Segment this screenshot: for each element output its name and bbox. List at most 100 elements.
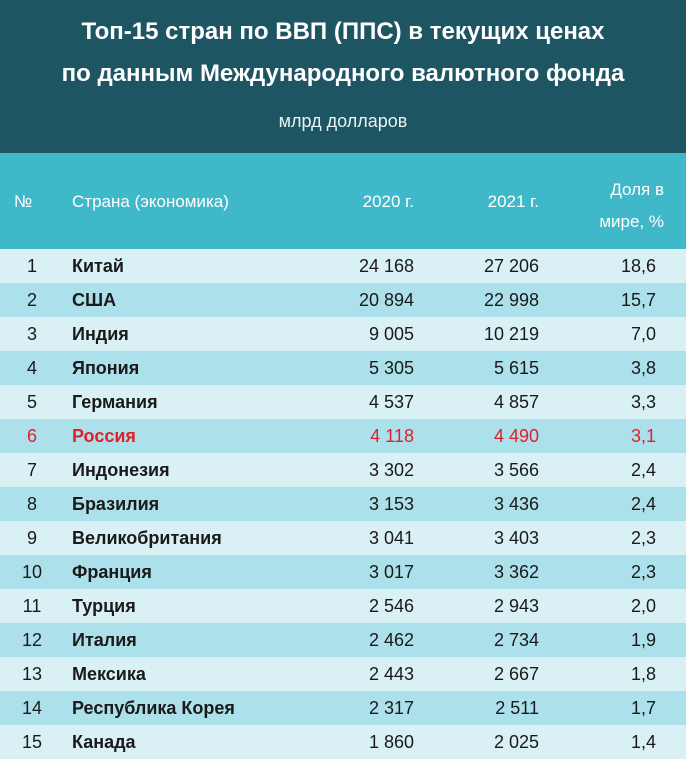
country-name: Китай bbox=[72, 256, 124, 276]
world-share: 7,0 bbox=[630, 324, 656, 344]
row-num: 12 bbox=[21, 630, 43, 650]
value-2020: 4 537 bbox=[368, 392, 414, 412]
country-name: Бразилия bbox=[72, 494, 160, 514]
value-2020: 5 305 bbox=[368, 358, 414, 378]
world-share: 3,8 bbox=[630, 358, 656, 378]
table-row: 10 Франция 3 017 3 362 2,3 bbox=[0, 555, 686, 589]
country-name: Германия bbox=[72, 392, 158, 412]
country-name: Япония bbox=[72, 358, 140, 378]
row-num: 14 bbox=[21, 698, 43, 718]
value-2021: 2 511 bbox=[495, 698, 539, 718]
value-2021: 3 436 bbox=[493, 494, 539, 514]
column-header-share-line1: Доля в bbox=[610, 180, 664, 199]
table-row: 9 Великобритания 3 041 3 403 2,3 bbox=[0, 521, 686, 555]
value-2020: 2 462 bbox=[368, 630, 414, 650]
value-2021: 4 857 bbox=[493, 392, 539, 412]
country-name: Индия bbox=[72, 324, 129, 344]
table-body: 1 Китай 24 168 27 206 18,6 2 США 20 894 22 998 15… bbox=[0, 249, 686, 759]
country-name: США bbox=[72, 290, 117, 310]
column-header-share: Доля в мире, % bbox=[544, 174, 664, 238]
world-share: 3,1 bbox=[630, 426, 656, 446]
row-num: 6 bbox=[26, 426, 37, 446]
value-2020: 1 860 bbox=[368, 732, 414, 752]
table-row: 15 Канада 1 860 2 025 1,4 bbox=[0, 725, 686, 759]
table-row: 13 Мексика 2 443 2 667 1,8 bbox=[0, 657, 686, 691]
country-name: Мексика bbox=[72, 664, 146, 684]
world-share: 18,6 bbox=[620, 256, 656, 276]
value-2021: 2 667 bbox=[493, 664, 539, 684]
column-header-row: № Страна (экономика) 2020 г. 2021 г. Дол… bbox=[0, 153, 686, 249]
world-share: 1,4 bbox=[630, 732, 656, 752]
column-header-2021: 2021 г. bbox=[487, 192, 539, 211]
table-row: 3 Индия 9 005 10 219 7,0 bbox=[0, 317, 686, 351]
world-share: 3,3 bbox=[630, 392, 656, 412]
country-name: Великобритания bbox=[72, 528, 222, 548]
world-share: 1,7 bbox=[630, 698, 656, 718]
country-name: Индонезия bbox=[72, 460, 170, 480]
table-row: 11 Турция 2 546 2 943 2,0 bbox=[0, 589, 686, 623]
value-2020: 20 894 bbox=[358, 290, 414, 310]
value-2021: 3 362 bbox=[493, 562, 539, 582]
value-2021: 27 206 bbox=[483, 256, 539, 276]
value-2021: 3 403 bbox=[493, 528, 539, 548]
value-2021: 2 025 bbox=[493, 732, 539, 752]
table-row: 6 Россия 4 118 4 490 3,1 bbox=[0, 419, 686, 453]
row-num: 11 bbox=[22, 596, 42, 616]
row-num: 4 bbox=[26, 358, 37, 378]
table-row: 7 Индонезия 3 302 3 566 2,4 bbox=[0, 453, 686, 487]
value-2020: 9 005 bbox=[368, 324, 414, 344]
column-header-country: Страна (экономика) bbox=[72, 192, 229, 211]
table-row: 5 Германия 4 537 4 857 3,3 bbox=[0, 385, 686, 419]
row-num: 15 bbox=[21, 732, 43, 752]
value-2020: 3 041 bbox=[368, 528, 414, 548]
table-subtitle: млрд долларов bbox=[278, 111, 408, 131]
table-row: 1 Китай 24 168 27 206 18,6 bbox=[0, 249, 686, 283]
world-share: 2,0 bbox=[630, 596, 656, 616]
row-num: 13 bbox=[21, 664, 43, 684]
country-name: Россия bbox=[72, 426, 136, 446]
table-title-line2: по данным Международного валютного фонда bbox=[61, 60, 625, 87]
table-row: 4 Япония 5 305 5 615 3,8 bbox=[0, 351, 686, 385]
row-num: 1 bbox=[26, 256, 37, 276]
value-2020: 2 546 bbox=[368, 596, 414, 616]
column-header-num: № bbox=[14, 192, 33, 211]
world-share: 1,8 bbox=[630, 664, 656, 684]
value-2020: 3 017 bbox=[368, 562, 414, 582]
table-row: 8 Бразилия 3 153 3 436 2,4 bbox=[0, 487, 686, 521]
value-2021: 22 998 bbox=[483, 290, 539, 310]
country-name: Франция bbox=[72, 562, 152, 582]
table-title-line1: Топ-15 стран по ВВП (ППС) в текущих цена… bbox=[81, 18, 605, 45]
world-share: 2,4 bbox=[630, 494, 656, 514]
value-2021: 10 219 bbox=[483, 324, 539, 344]
value-2020: 4 118 bbox=[370, 426, 414, 446]
table-row: 2 США 20 894 22 998 15,7 bbox=[0, 283, 686, 317]
value-2020: 2 443 bbox=[368, 664, 414, 684]
table-header-banner: Топ-15 стран по ВВП (ППС) в текущих цена… bbox=[0, 0, 686, 153]
value-2020: 24 168 bbox=[358, 256, 414, 276]
value-2021: 4 490 bbox=[493, 426, 539, 446]
country-name: Италия bbox=[72, 630, 137, 650]
row-num: 3 bbox=[26, 324, 37, 344]
column-header-2020: 2020 г. bbox=[362, 192, 414, 211]
table-row: 12 Италия 2 462 2 734 1,9 bbox=[0, 623, 686, 657]
row-num: 8 bbox=[26, 494, 37, 514]
world-share: 2,3 bbox=[630, 562, 656, 582]
world-share: 1,9 bbox=[630, 630, 656, 650]
value-2021: 2 734 bbox=[493, 630, 539, 650]
row-num: 2 bbox=[26, 290, 37, 310]
world-share: 2,3 bbox=[630, 528, 656, 548]
value-2020: 3 153 bbox=[368, 494, 414, 514]
row-num: 7 bbox=[26, 460, 37, 480]
country-name: Республика Корея bbox=[72, 698, 235, 718]
row-num: 9 bbox=[26, 528, 37, 548]
value-2020: 3 302 bbox=[368, 460, 414, 480]
value-2021: 5 615 bbox=[493, 358, 539, 378]
row-num: 10 bbox=[21, 562, 43, 582]
world-share: 2,4 bbox=[630, 460, 656, 480]
country-name: Турция bbox=[72, 596, 136, 616]
table-row: 14 Республика Корея 2 317 2 511 1,7 bbox=[0, 691, 686, 725]
row-num: 5 bbox=[26, 392, 37, 412]
value-2021: 3 566 bbox=[493, 460, 539, 480]
world-share: 15,7 bbox=[620, 290, 656, 310]
